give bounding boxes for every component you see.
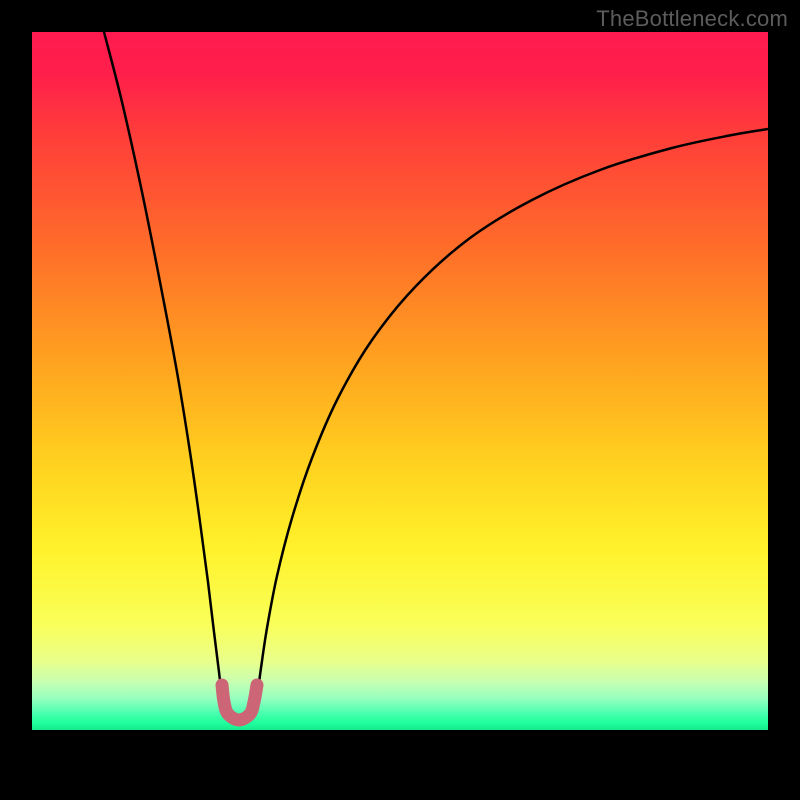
chart-outer: TheBottleneck.com [0, 0, 800, 800]
plot-area [32, 32, 768, 730]
gradient-background [32, 32, 768, 730]
plot-svg [32, 32, 768, 730]
watermark-text: TheBottleneck.com [596, 6, 788, 32]
